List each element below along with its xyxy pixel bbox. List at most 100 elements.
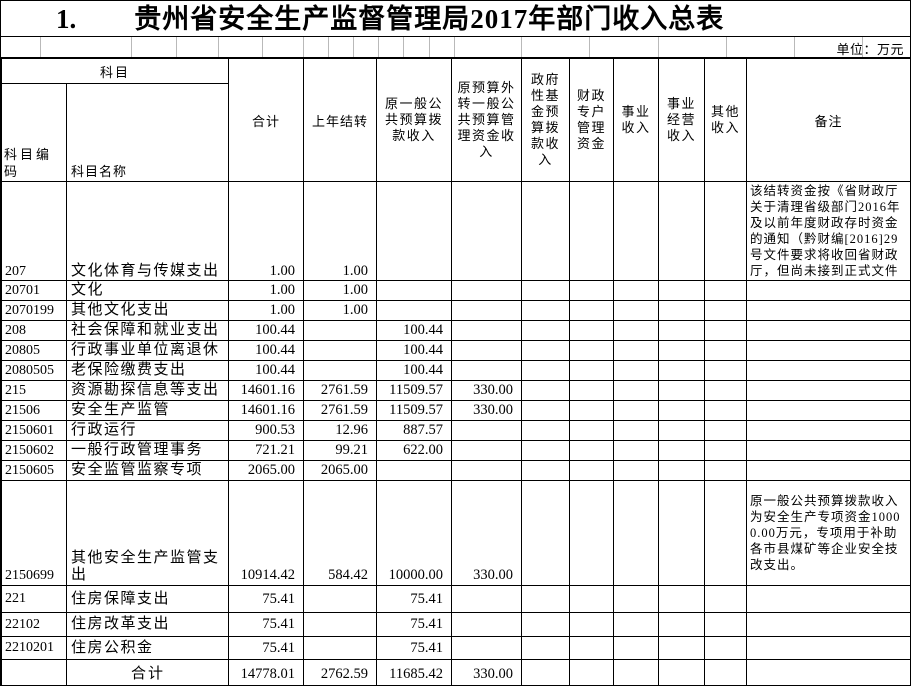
cell-gov-fund (521, 340, 571, 361)
cell-business (613, 636, 660, 660)
cell-business-op (658, 585, 706, 613)
grid-separator (454, 37, 455, 57)
cell-code: 2150602 (1, 440, 67, 461)
cell-code: 208 (1, 320, 67, 341)
table-row: 21506 安全生产监管 14601.16 2761.59 11509.57 330.00 (1, 400, 910, 421)
cell-gov-fund (521, 280, 571, 301)
cell-budget: 100.44 (376, 340, 453, 361)
total-cell-gov-fund (521, 659, 571, 685)
title-band: 1. 贵州省安全生产监督管理局2017年部门收入总表 (1, 1, 910, 37)
header-budget-alloc: 原一般公共预算拨款收入 (376, 58, 453, 182)
cell-budget (376, 300, 453, 321)
cell-code: 20805 (1, 340, 67, 361)
total-cell-business (613, 659, 660, 685)
cell-other (704, 400, 748, 421)
cell-remark (746, 612, 910, 637)
table-row: 2150699 其他安全生产监管支出 10914.42 584.42 10000.00 3… (1, 480, 910, 586)
cell-code: 2150605 (1, 460, 67, 481)
cell-other (704, 440, 748, 461)
cell-business (613, 360, 660, 381)
cell-transfer (451, 440, 523, 461)
cell-transfer (451, 181, 523, 281)
cell-business (613, 280, 660, 301)
header-business-op: 事业经营收入 (658, 58, 706, 182)
cell-budget: 75.41 (376, 636, 453, 660)
cell-business (613, 420, 660, 441)
grid-separator (131, 37, 132, 57)
header-business-income: 事业收入 (613, 58, 660, 182)
cell-fiscal-acct (569, 585, 615, 613)
cell-budget (376, 181, 453, 281)
grid-separator (726, 37, 727, 57)
cell-business (613, 400, 660, 421)
cell-code: 2150699 (1, 480, 67, 586)
cell-gov-fund (521, 420, 571, 441)
cell-code: 2150601 (1, 420, 67, 441)
cell-business-op (658, 612, 706, 637)
cell-code: 221 (1, 585, 67, 613)
cell-fiscal-acct (569, 380, 615, 401)
cell-name: 其他安全生产监管支出 (65, 480, 230, 586)
cell-carryover: 1.00 (303, 300, 378, 321)
cell-code: 207 (1, 181, 67, 281)
cell-other (704, 460, 748, 481)
cell-fiscal-acct (569, 280, 615, 301)
cell-fiscal-acct (569, 360, 615, 381)
cell-budget: 10000.00 (376, 480, 453, 586)
table-row: 2080505 老保险缴费支出 100.44 100.44 (1, 360, 910, 381)
table-row: 221 住房保障支出 75.41 75.41 (1, 585, 910, 613)
cell-business (613, 440, 660, 461)
cell-transfer (451, 460, 523, 481)
cell-remark (746, 420, 910, 441)
header-subject: 科目 (1, 58, 230, 84)
cell-name: 住房公积金 (65, 636, 230, 660)
cell-remark: 原一般公共预算拨款收入为安全生产专项资金10000.00万元，专项用于补助各市县… (746, 480, 910, 586)
cell-remark (746, 380, 910, 401)
cell-total: 100.44 (228, 340, 305, 361)
cell-total: 75.41 (228, 612, 305, 637)
cell-other (704, 181, 748, 281)
cell-other (704, 636, 748, 660)
cell-carryover: 2761.59 (303, 380, 378, 401)
cell-carryover: 2065.00 (303, 460, 378, 481)
cell-carryover: 2761.59 (303, 400, 378, 421)
cell-business-op (658, 440, 706, 461)
cell-total: 10914.42 (228, 480, 305, 586)
table-row: 2150601 行政运行 900.53 12.96 887.57 (1, 420, 910, 441)
cell-gov-fund (521, 460, 571, 481)
cell-other (704, 380, 748, 401)
cell-fiscal-acct (569, 320, 615, 341)
cell-carryover (303, 360, 378, 381)
cell-business (613, 380, 660, 401)
cell-gov-fund (521, 636, 571, 660)
grid-separator (328, 37, 329, 57)
total-cell-name: 合计 (65, 659, 230, 685)
cell-business (613, 320, 660, 341)
table-row: 2210201 住房公积金 75.41 75.41 (1, 636, 910, 660)
cell-business (613, 181, 660, 281)
cell-fiscal-acct (569, 440, 615, 461)
cell-name: 其他文化支出 (65, 300, 230, 321)
header-transfer-funds: 原预算外转一般公共预算管理资金收入 (451, 58, 523, 182)
cell-budget: 100.44 (376, 360, 453, 381)
cell-business-op (658, 480, 706, 586)
cell-gov-fund (521, 585, 571, 613)
page-title: 贵州省安全生产监督管理局2017年部门收入总表 (134, 3, 725, 34)
cell-business-op (658, 380, 706, 401)
cell-total: 100.44 (228, 360, 305, 381)
cell-code: 2070199 (1, 300, 67, 321)
cell-fiscal-acct (569, 636, 615, 660)
grid-separator (862, 37, 863, 57)
income-table: 科目 合计 上年结转 原一般公共预算拨款收入 原预算外转一般公共预算管理资金收入… (1, 58, 910, 685)
cell-other (704, 280, 748, 301)
cell-gov-fund (521, 440, 571, 461)
total-cell-budget: 11685.42 (376, 659, 453, 685)
cell-total: 1.00 (228, 280, 305, 301)
cell-fiscal-acct (569, 460, 615, 481)
cell-other (704, 340, 748, 361)
cell-transfer (451, 612, 523, 637)
total-cell-total: 14778.01 (228, 659, 305, 685)
cell-transfer (451, 280, 523, 301)
cell-transfer: 330.00 (451, 400, 523, 421)
grid-separator (429, 37, 430, 57)
